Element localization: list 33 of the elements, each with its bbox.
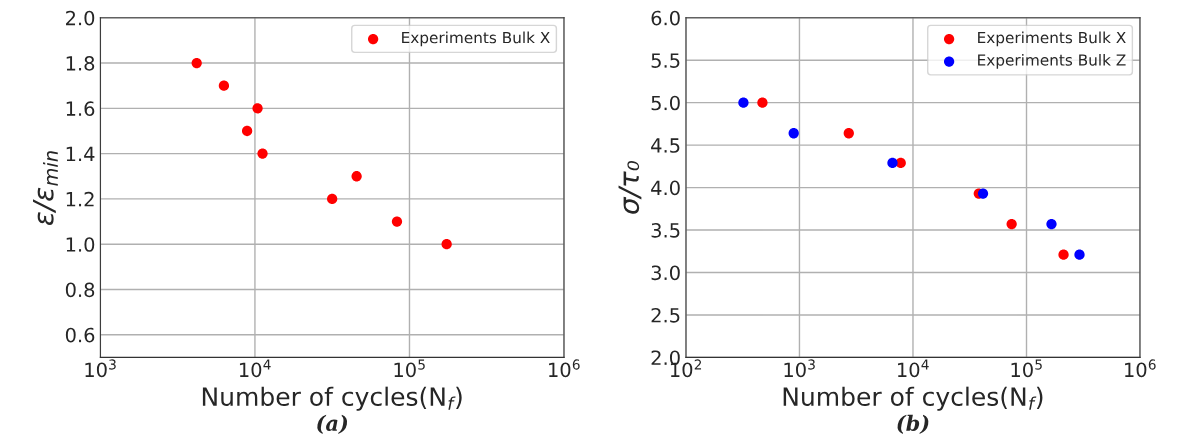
- text: (a): [317, 414, 348, 434]
- y-tick-label: 1.8: [66, 56, 95, 71]
- y-tick-label: 4.0: [651, 180, 680, 196]
- y-axis-title: σ/τ₀: [618, 160, 642, 214]
- y-tick-label: 3.0: [651, 265, 680, 281]
- legend-label: Experiments Bulk Z: [978, 53, 1126, 69]
- y-tick-label: 1.6: [66, 101, 95, 116]
- y-tick-label: 1.0: [66, 237, 95, 252]
- text: (b): [897, 414, 929, 434]
- y-tick-label: 0.6: [65, 327, 95, 343]
- y-tick-label: 5.5: [651, 53, 680, 68]
- legend-label: Experiments Bulk X: [978, 31, 1126, 47]
- y-tick-label: 2.5: [651, 307, 680, 323]
- y-tick-label: 2.0: [66, 10, 95, 26]
- x-tick-label: 10$^{4}$: [239, 359, 271, 378]
- y-tick-label: 5.0: [651, 95, 680, 111]
- x-tick-label: 10$^{5}$: [394, 359, 425, 378]
- y-axis-title: ε/ε$_{min}$: [32, 151, 58, 226]
- x-tick-label: 10$^{3}$: [784, 359, 815, 378]
- y-tick-label: 1.4: [66, 146, 95, 162]
- x-tick-label: 10$^{4}$: [898, 359, 929, 378]
- y-tick-label: 6.0: [651, 10, 680, 26]
- y-tick-label: 4.5: [651, 138, 680, 153]
- x-axis-title: Number of cycles(N$_{f}$): [202, 386, 462, 411]
- x-tick-label: 10$^{5}$: [1011, 359, 1042, 378]
- x-tick-label: 10$^{3}$: [85, 359, 116, 378]
- y-tick-label: 0.8: [65, 282, 95, 298]
- x-axis-title: Number of cycles(N$_{f}$): [783, 386, 1043, 411]
- x-tick-label: 10$^{6}$: [549, 359, 580, 378]
- y-tick-label: 3.5: [651, 223, 680, 238]
- x-tick-label: 10$^{6}$: [1125, 359, 1156, 378]
- y-tick-label: 1.2: [66, 191, 94, 207]
- legend-label: Experiments Bulk X: [402, 31, 550, 47]
